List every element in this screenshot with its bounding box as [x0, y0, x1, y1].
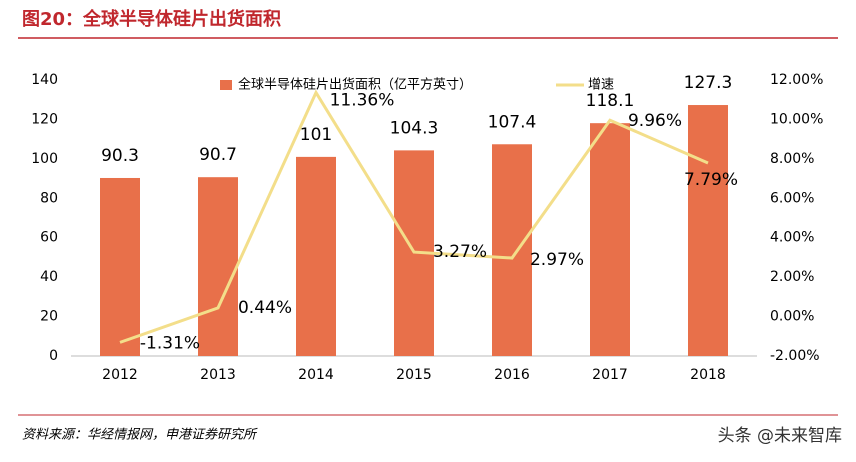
line-value-label: 7.79% [684, 170, 738, 190]
watermark: 头条 @未来智库 [718, 426, 842, 446]
line-value-label: 2.97% [530, 250, 584, 270]
y-tick-label: 40 [40, 269, 58, 285]
bar [590, 123, 630, 356]
line-value-label: -1.31% [140, 333, 200, 353]
bar-value-label: 118.1 [586, 91, 635, 111]
bar-value-label: 107.4 [488, 112, 537, 132]
page-title: 图20：全球半导体硅片出货面积 [22, 8, 281, 30]
y2-tick-label: 8.00% [770, 151, 814, 167]
line-value-label: 9.96% [628, 111, 682, 131]
x-tick-label: 2015 [396, 367, 432, 383]
x-tick-label: 2017 [592, 367, 628, 383]
bar [100, 177, 140, 356]
x-tick-label: 2018 [690, 367, 726, 383]
bar-value-label: 90.3 [101, 146, 139, 166]
bar-value-label: 90.7 [199, 145, 237, 165]
y-tick-label: 0 [49, 348, 58, 364]
x-tick-label: 2014 [298, 367, 334, 383]
bar-value-label: 104.3 [390, 118, 439, 138]
x-tick-label: 2012 [102, 367, 138, 383]
y-tick-label: 20 [40, 309, 58, 325]
legend-swatch [220, 80, 232, 90]
y-tick-label: 60 [40, 230, 58, 246]
y2-tick-label: -2.00% [770, 348, 820, 364]
y-tick-label: 140 [31, 72, 58, 88]
bar [198, 177, 238, 356]
y-tick-label: 80 [40, 190, 58, 206]
y2-tick-label: 10.00% [770, 111, 823, 127]
line-series [119, 89, 709, 344]
line-value-label: 0.44% [238, 298, 292, 318]
bar [492, 144, 532, 356]
bar [296, 156, 336, 356]
bar-value-label: 127.3 [684, 73, 733, 93]
bar [688, 105, 728, 356]
legend-label: 增速 [588, 78, 614, 93]
y-tick-label: 100 [31, 151, 58, 167]
x-tick-label: 2013 [200, 367, 236, 383]
y2-tick-label: 2.00% [770, 269, 814, 285]
y2-tick-label: 0.00% [770, 309, 814, 325]
bar-value-label: 101 [300, 125, 332, 145]
source-note: 资料来源：华经情报网，申港证券研究所 [22, 427, 258, 443]
y-tick-label: 120 [31, 111, 58, 127]
y2-tick-label: 4.00% [770, 230, 814, 246]
line-value-label: 3.27% [433, 242, 487, 262]
line-value-label: 11.36% [330, 91, 395, 111]
legend-label: 全球半导体硅片出货面积（亿平方英寸） [238, 77, 472, 93]
y2-tick-label: 12.00% [770, 72, 823, 88]
y2-tick-label: 6.00% [770, 190, 814, 206]
x-tick-label: 2016 [494, 367, 530, 383]
